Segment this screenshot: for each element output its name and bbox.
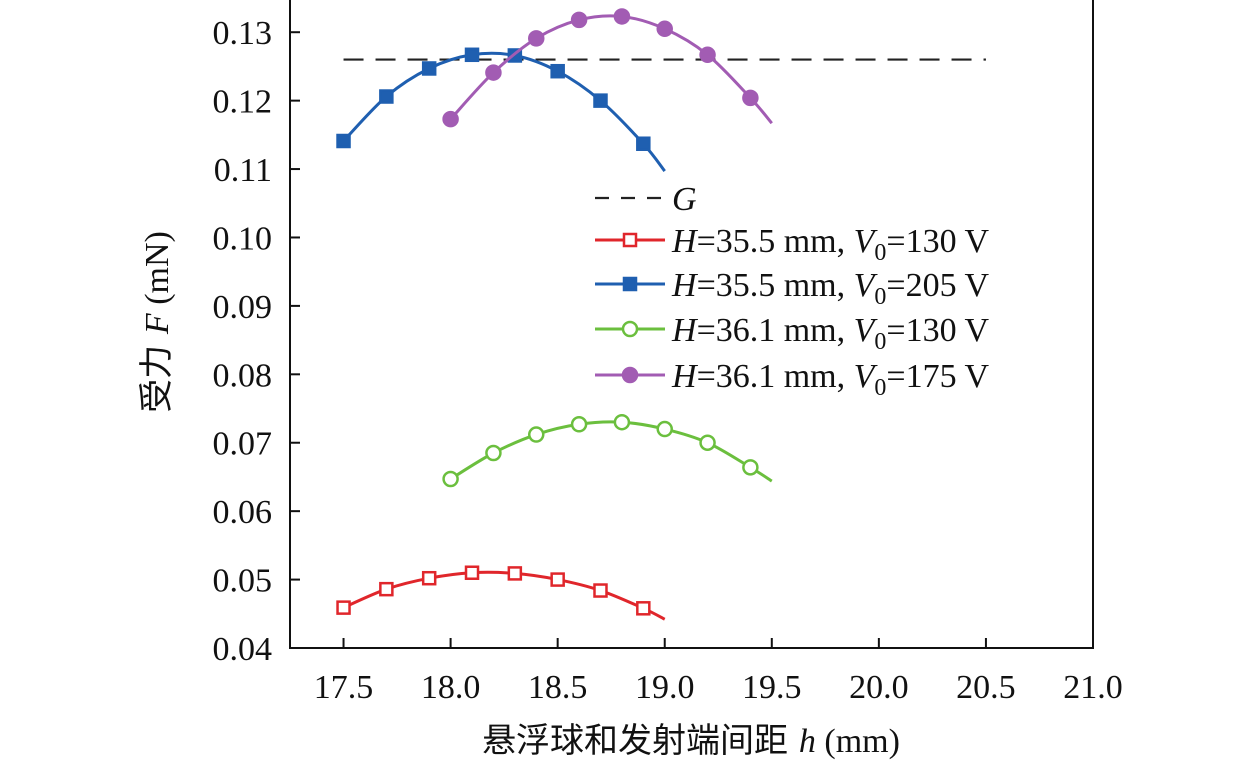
legend-label-1: H=35.5 mm, V0=130 V — [671, 223, 989, 266]
legend-label-3: H=36.1 mm, V0=130 V — [671, 312, 989, 355]
data-point — [636, 136, 651, 151]
legend-label-4: H=36.1 mm, V0=175 V — [671, 358, 989, 401]
data-point — [442, 110, 459, 128]
legend-label-2: H=35.5 mm, V0=205 V — [671, 267, 989, 310]
data-point — [570, 416, 588, 433]
legend: GH=35.5 mm, V0=130 VH=35.5 mm, V0=205 VH… — [595, 181, 989, 401]
data-point — [593, 93, 608, 108]
y-tick-label: 0.11 — [214, 152, 272, 189]
data-point — [336, 600, 351, 615]
y-tick-label: 0.07 — [213, 426, 273, 463]
data-point — [656, 20, 673, 38]
data-point — [379, 581, 394, 597]
data-point — [550, 572, 565, 587]
y-tick-label: 0.04 — [213, 631, 273, 668]
y-tick-label: 0.12 — [213, 84, 273, 121]
y-axis-label: 受力 F (mN) — [137, 231, 177, 413]
x-tick-label: 19.5 — [742, 669, 802, 706]
x-tick-label: 21.0 — [1063, 669, 1123, 706]
data-point — [570, 11, 588, 29]
plot-frame — [289, 0, 1094, 649]
data-point — [507, 566, 523, 581]
data-point — [485, 64, 502, 81]
x-tick-label: 20.0 — [849, 669, 909, 706]
data-point — [699, 46, 716, 64]
legend-swatch-marker — [621, 320, 639, 338]
data-point — [421, 61, 437, 76]
data-point — [528, 426, 545, 443]
x-tick-label: 20.5 — [956, 669, 1016, 706]
data-point — [742, 459, 759, 476]
data-point — [656, 420, 673, 438]
data-point — [336, 133, 351, 149]
x-tick-label: 19.0 — [635, 669, 695, 706]
y-tick-label: 0.13 — [213, 15, 273, 52]
data-point — [593, 583, 608, 598]
series-group — [336, 8, 773, 621]
legend-label-g: G — [672, 181, 697, 218]
data-point — [528, 30, 545, 47]
series-1 — [336, 565, 666, 621]
data-point — [699, 434, 716, 451]
y-axis-ticks: 0.04 0.05 0.06 0.07 0.08 0.09 0.10 0.11 0.12 0.13 — [213, 15, 300, 668]
data-point — [464, 47, 480, 63]
data-point — [379, 89, 394, 104]
x-tick-label: 17.5 — [314, 669, 374, 706]
data-point — [613, 8, 631, 25]
x-tick-label: 18.0 — [421, 669, 481, 706]
data-point — [442, 470, 459, 488]
data-point — [742, 89, 759, 107]
data-point — [485, 444, 502, 462]
data-point — [421, 570, 437, 586]
y-tick-label: 0.09 — [213, 289, 273, 326]
y-tick-label: 0.05 — [213, 563, 273, 600]
legend-swatch-marker — [621, 366, 639, 384]
legend-swatch-marker — [622, 232, 638, 248]
data-point — [464, 565, 480, 580]
x-axis-ticks: 17.5 18.0 18.5 19.0 19.5 20.0 20.5 21.0 — [314, 638, 1123, 706]
data-point — [613, 413, 631, 431]
legend-swatch-marker — [622, 276, 638, 292]
series-4 — [442, 8, 773, 128]
data-point — [636, 601, 651, 616]
x-tick-label: 18.5 — [528, 669, 588, 706]
x-axis-label: 悬浮球和发射端间距 h (mm) — [482, 721, 900, 761]
data-point — [550, 63, 565, 79]
y-tick-label: 0.10 — [213, 220, 273, 257]
y-tick-label: 0.06 — [213, 494, 273, 531]
y-tick-label: 0.08 — [213, 357, 273, 394]
series-3 — [442, 413, 773, 488]
series-line — [342, 51, 666, 173]
